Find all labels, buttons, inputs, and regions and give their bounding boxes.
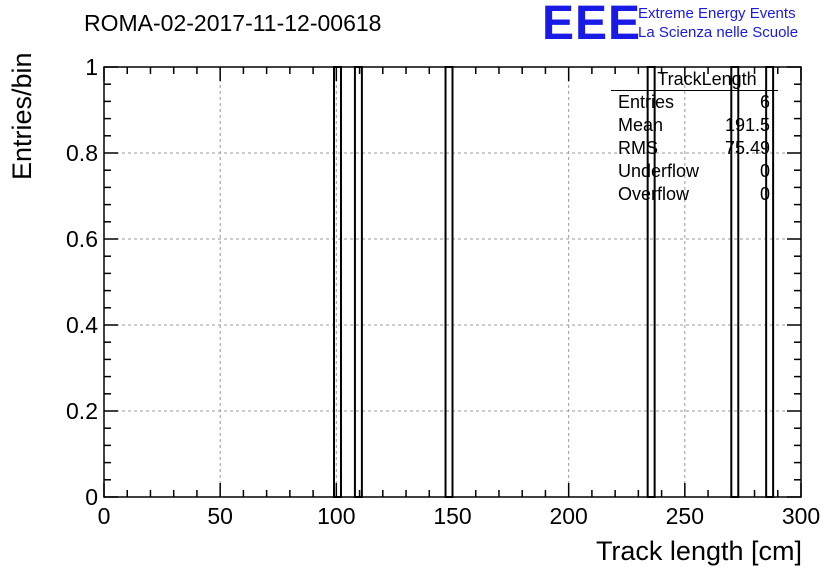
x-tick-label: 0 xyxy=(98,503,111,529)
stats-label: Mean xyxy=(618,115,664,135)
stats-label: RMS xyxy=(618,138,658,158)
stats-row-mean: Mean 191.5 xyxy=(611,114,778,137)
x-tick-label: 100 xyxy=(317,503,355,529)
logo-caption: Extreme Energy Events La Scienza nelle S… xyxy=(638,4,798,42)
histogram-bar xyxy=(444,66,454,498)
x-tick-label: 300 xyxy=(782,503,820,529)
y-tick-label: 0.8 xyxy=(66,140,98,166)
histogram-bar xyxy=(333,66,342,498)
stats-value: 191.5 xyxy=(724,115,770,135)
tick-labels: 0 50 100 150 200 250 300 0 0.2 0.4 0.6 0.8 1 xyxy=(66,54,820,529)
y-tick-label: 0 xyxy=(85,484,98,510)
stats-box: TrackLength Entries 6 Mean 191.5 RMS 75.… xyxy=(611,68,778,206)
y-tick-label: 0.2 xyxy=(66,398,98,424)
x-tick-label: 200 xyxy=(549,503,587,529)
stats-row-overflow: Overflow 0 xyxy=(611,183,778,206)
stats-title: TrackLength xyxy=(611,68,778,91)
x-tick-label: 250 xyxy=(666,503,704,529)
chart-title: ROMA-02-2017-11-12-00618 xyxy=(84,10,382,36)
stats-value: 0 xyxy=(759,184,770,204)
x-tick-label: 150 xyxy=(433,503,471,529)
axis-ticks xyxy=(103,66,802,498)
stats-label: Underflow xyxy=(618,161,700,181)
stats-label: Entries xyxy=(618,92,675,112)
x-tick-label: 50 xyxy=(207,503,233,529)
eee-logo: EEE xyxy=(542,0,642,50)
y-axis-label: Entries/bin xyxy=(7,52,37,180)
y-tick-label: 1 xyxy=(85,54,98,80)
logo-caption-line2: La Scienza nelle Scuole xyxy=(638,24,799,41)
stats-row-rms: RMS 75.49 xyxy=(611,137,778,160)
y-tick-label: 0.6 xyxy=(66,226,98,252)
y-tick-label: 0.4 xyxy=(66,312,98,338)
stats-label: Overflow xyxy=(618,184,690,204)
stats-row-entries: Entries 6 xyxy=(611,91,778,114)
histogram-bar xyxy=(353,66,363,498)
stats-value: 75.49 xyxy=(724,138,770,158)
x-axis-label: Track length [cm] xyxy=(596,536,802,566)
stats-value: 6 xyxy=(759,92,770,112)
logo-caption-line1: Extreme Energy Events xyxy=(638,5,796,22)
stats-value: 0 xyxy=(759,161,770,181)
stats-row-underflow: Underflow 0 xyxy=(611,160,778,183)
